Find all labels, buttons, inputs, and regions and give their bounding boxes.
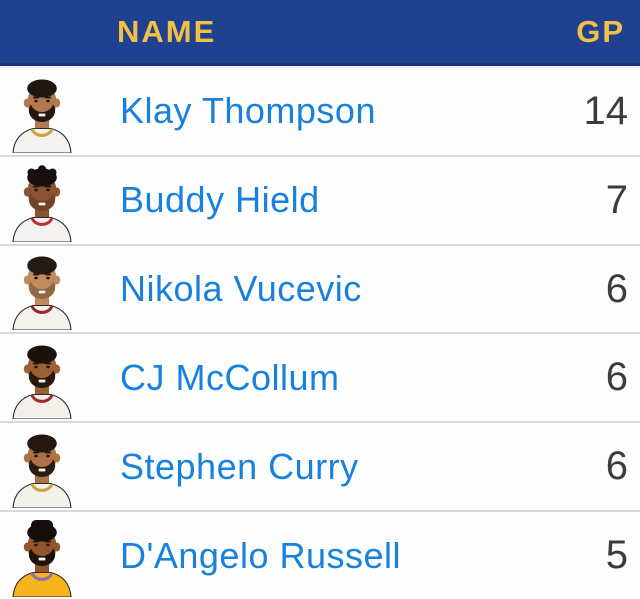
player-gp-value: 6 xyxy=(605,355,628,400)
player-gp-value: 6 xyxy=(605,444,628,489)
player-name-link[interactable]: Nikola Vucevic xyxy=(120,268,362,310)
player-name-link[interactable]: Buddy Hield xyxy=(120,179,320,221)
player-name-link[interactable]: Stephen Curry xyxy=(120,445,359,487)
nikola-vucevic-avatar[interactable] xyxy=(10,252,74,331)
player-gp-value: 14 xyxy=(583,88,629,133)
column-header-name[interactable]: NAME xyxy=(117,13,217,49)
table-row: CJ McCollum 6 xyxy=(0,332,640,422)
table-header: NAME GP xyxy=(0,0,640,66)
player-avatar-illustration xyxy=(12,519,72,597)
cj-mccollum-avatar[interactable] xyxy=(10,341,74,420)
table-row: Stephen Curry 6 xyxy=(0,421,640,511)
table-body: Klay Thompson 14 xyxy=(0,66,640,599)
table-row: Klay Thompson 14 xyxy=(0,66,640,155)
player-avatar-illustration xyxy=(12,434,72,509)
buddy-hield-avatar[interactable] xyxy=(10,164,74,242)
player-avatar-illustration xyxy=(12,256,72,331)
player-avatar-illustration xyxy=(12,79,72,153)
player-gp-value: 5 xyxy=(605,533,628,578)
player-avatar-illustration xyxy=(12,345,72,420)
column-header-gp[interactable]: GP xyxy=(576,13,625,49)
player-gp-value: 6 xyxy=(605,266,628,311)
table-row: Buddy Hield 7 xyxy=(0,154,640,244)
player-name-link[interactable]: D'Angelo Russell xyxy=(120,534,402,576)
table-row: Nikola Vucevic 6 xyxy=(0,243,640,333)
player-avatar-illustration xyxy=(12,164,72,242)
stephen-curry-avatar[interactable] xyxy=(10,430,74,509)
table-row: D'Angelo Russell 5 xyxy=(0,510,640,599)
player-name-link[interactable]: Klay Thompson xyxy=(120,90,376,132)
player-gp-value: 7 xyxy=(605,177,628,222)
dangelo-russell-avatar[interactable] xyxy=(10,519,74,597)
klay-thompson-avatar[interactable] xyxy=(10,75,74,153)
player-name-link[interactable]: CJ McCollum xyxy=(120,356,340,398)
